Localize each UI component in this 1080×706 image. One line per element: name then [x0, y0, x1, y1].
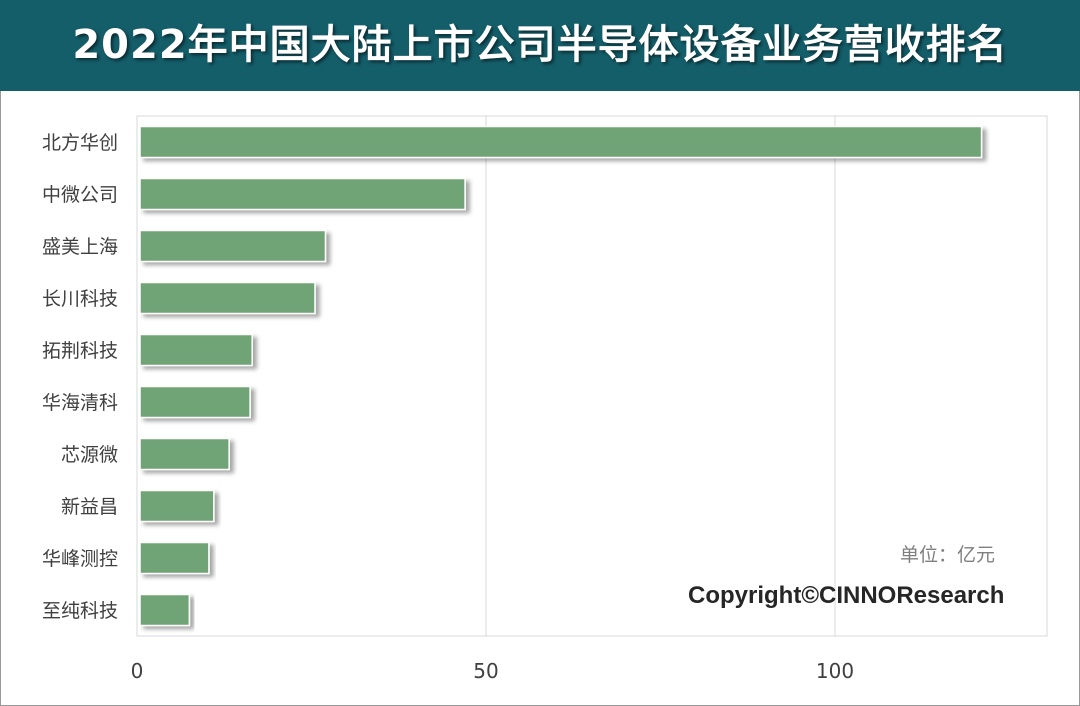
bar — [139, 229, 327, 263]
category-label: 中微公司 — [42, 184, 118, 206]
category-label: 长川科技 — [42, 288, 118, 310]
bar — [139, 541, 210, 575]
chart-title: 2022年中国大陆上市公司半导体设备业务营收排名 — [72, 22, 1008, 68]
bar — [139, 385, 251, 419]
x-tick-label: 100 — [816, 659, 854, 683]
category-label: 华峰测控 — [42, 548, 118, 570]
x-tick-label: 0 — [131, 659, 144, 683]
bar — [139, 489, 215, 523]
bar — [139, 437, 230, 471]
x-tick-label: 50 — [473, 659, 498, 683]
bar — [139, 177, 466, 211]
category-label: 北方华创 — [42, 132, 118, 154]
category-label: 新益昌 — [61, 496, 118, 518]
bar — [139, 125, 983, 159]
bar — [139, 333, 253, 367]
category-label: 盛美上海 — [42, 236, 118, 258]
title-banner — [0, 0, 1080, 91]
category-label: 华海清科 — [42, 392, 118, 414]
plot-area — [136, 115, 1048, 637]
bar — [139, 593, 191, 627]
unit-note: 单位：亿元 — [900, 544, 996, 566]
category-label: 芯源微 — [61, 444, 118, 466]
bar — [139, 281, 316, 315]
category-label: 至纯科技 — [42, 600, 118, 622]
category-label: 拓荆科技 — [42, 340, 118, 362]
copyright-text: Copyright©CINNOResearch — [688, 582, 1005, 609]
